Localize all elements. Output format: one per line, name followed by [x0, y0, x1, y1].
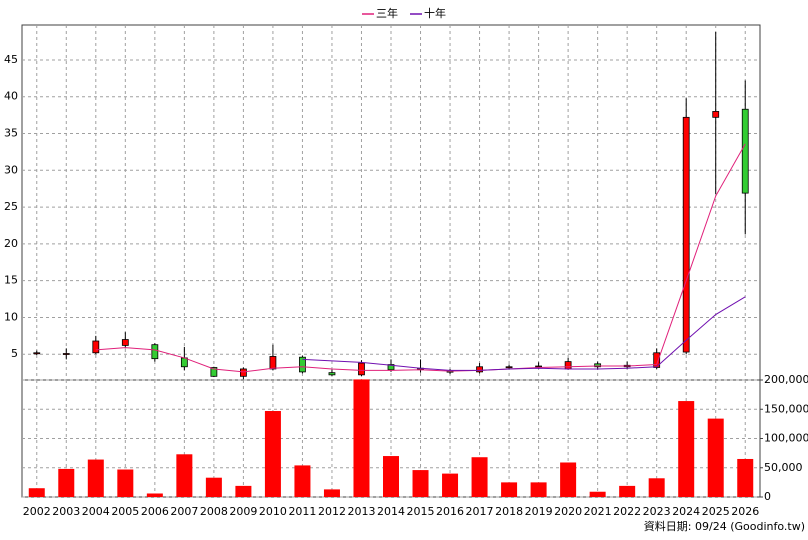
x-tick-label: 2012: [318, 505, 346, 518]
source-note: 資料日期: 09/24 (Goodinfo.tw): [644, 519, 805, 533]
candle-body: [535, 365, 542, 368]
y-tick-label: 45: [4, 53, 18, 66]
y2-tick-label: 50,000: [764, 461, 803, 474]
x-tick-label: 2008: [200, 505, 228, 518]
volume-bar: [471, 457, 488, 497]
candle-body: [62, 353, 70, 355]
volume-bar: [28, 488, 45, 497]
y-tick-label: 5: [11, 347, 18, 360]
x-tick-label: 2015: [407, 505, 435, 518]
volume-bar: [58, 468, 75, 497]
candle-body: [476, 366, 483, 373]
candle-body: [712, 111, 720, 118]
y-tick-label: 30: [4, 163, 18, 176]
legend-label: 十年: [424, 6, 446, 20]
candle-body: [653, 352, 661, 368]
x-tick-label: 2017: [466, 505, 494, 518]
candle-body: [358, 362, 365, 376]
volume-bar: [294, 465, 311, 497]
x-tick-label: 2022: [613, 505, 641, 518]
y-tick-label: 20: [4, 237, 18, 250]
candle-body: [33, 352, 41, 355]
volume-bar: [530, 482, 547, 497]
y-tick-label: 25: [4, 200, 18, 213]
x-tick-label: 2021: [584, 505, 612, 518]
y2-tick-label: 0: [764, 490, 771, 503]
x-tick-label: 2018: [495, 505, 523, 518]
x-tick-label: 2003: [52, 505, 80, 518]
x-tick-label: 2016: [436, 505, 464, 518]
candle-body: [741, 108, 749, 194]
volume-bar: [117, 469, 134, 497]
candle-body: [505, 366, 513, 369]
volume-bar: [648, 478, 665, 497]
volume-bar: [383, 456, 399, 497]
candle-body: [180, 357, 188, 368]
candle-body: [299, 356, 306, 373]
volume-bar: [737, 458, 754, 497]
y-tick-label: 35: [4, 127, 18, 140]
x-tick-label: 2002: [23, 505, 51, 518]
y-tick-label: 10: [4, 310, 18, 323]
candle-body: [387, 364, 395, 371]
x-tick-label: 2010: [259, 505, 287, 518]
volume-bar: [264, 411, 281, 497]
candle-body: [210, 367, 218, 377]
candle-body: [564, 361, 572, 370]
x-tick-label: 2011: [288, 505, 316, 518]
candle-body: [92, 340, 100, 354]
candle-body: [121, 339, 129, 346]
x-tick-label: 2004: [82, 505, 110, 518]
x-tick-label: 2019: [525, 505, 553, 518]
volume-bar: [323, 489, 340, 497]
candle-body: [151, 344, 159, 360]
y2-tick-label: 200,000: [764, 373, 808, 386]
x-tick-label: 2005: [111, 505, 139, 518]
x-tick-label: 2006: [141, 505, 169, 518]
x-tick-label: 2020: [554, 505, 582, 518]
candle-body: [594, 363, 602, 368]
x-tick-label: 2025: [702, 505, 730, 518]
candle-body: [682, 116, 690, 353]
volume-bar: [412, 470, 429, 497]
volume-bar: [707, 418, 724, 497]
ma-line: [95, 143, 746, 373]
x-tick-label: 2023: [643, 505, 671, 518]
legend-label: 三年: [376, 6, 398, 20]
volume-bar: [235, 485, 252, 497]
y-tick-label: 15: [4, 274, 18, 287]
x-tick-label: 2026: [731, 505, 759, 518]
x-tick-label: 2009: [229, 505, 257, 518]
volume-bar: [501, 482, 518, 497]
volume-bar: [87, 459, 104, 497]
volume-bar: [442, 473, 459, 497]
x-tick-label: 2024: [672, 505, 700, 518]
x-tick-label: 2007: [170, 505, 198, 518]
volume-bar: [146, 493, 163, 497]
candle-body: [239, 368, 247, 377]
volume-bar: [353, 379, 370, 497]
x-tick-label: 2014: [377, 505, 405, 518]
volume-bar: [589, 491, 606, 497]
candle-body: [269, 356, 277, 370]
volume-bar: [205, 477, 222, 497]
y-tick-label: 40: [4, 90, 18, 103]
y2-tick-label: 100,000: [764, 432, 808, 445]
volume-bar: [678, 401, 695, 497]
volume-bar: [619, 485, 636, 497]
y2-tick-label: 150,000: [764, 402, 808, 415]
volume-bar: [176, 454, 193, 497]
volume-bar: [560, 462, 577, 497]
ma-line: [302, 296, 746, 371]
x-tick-label: 2013: [347, 505, 375, 518]
candle-body: [328, 372, 336, 376]
